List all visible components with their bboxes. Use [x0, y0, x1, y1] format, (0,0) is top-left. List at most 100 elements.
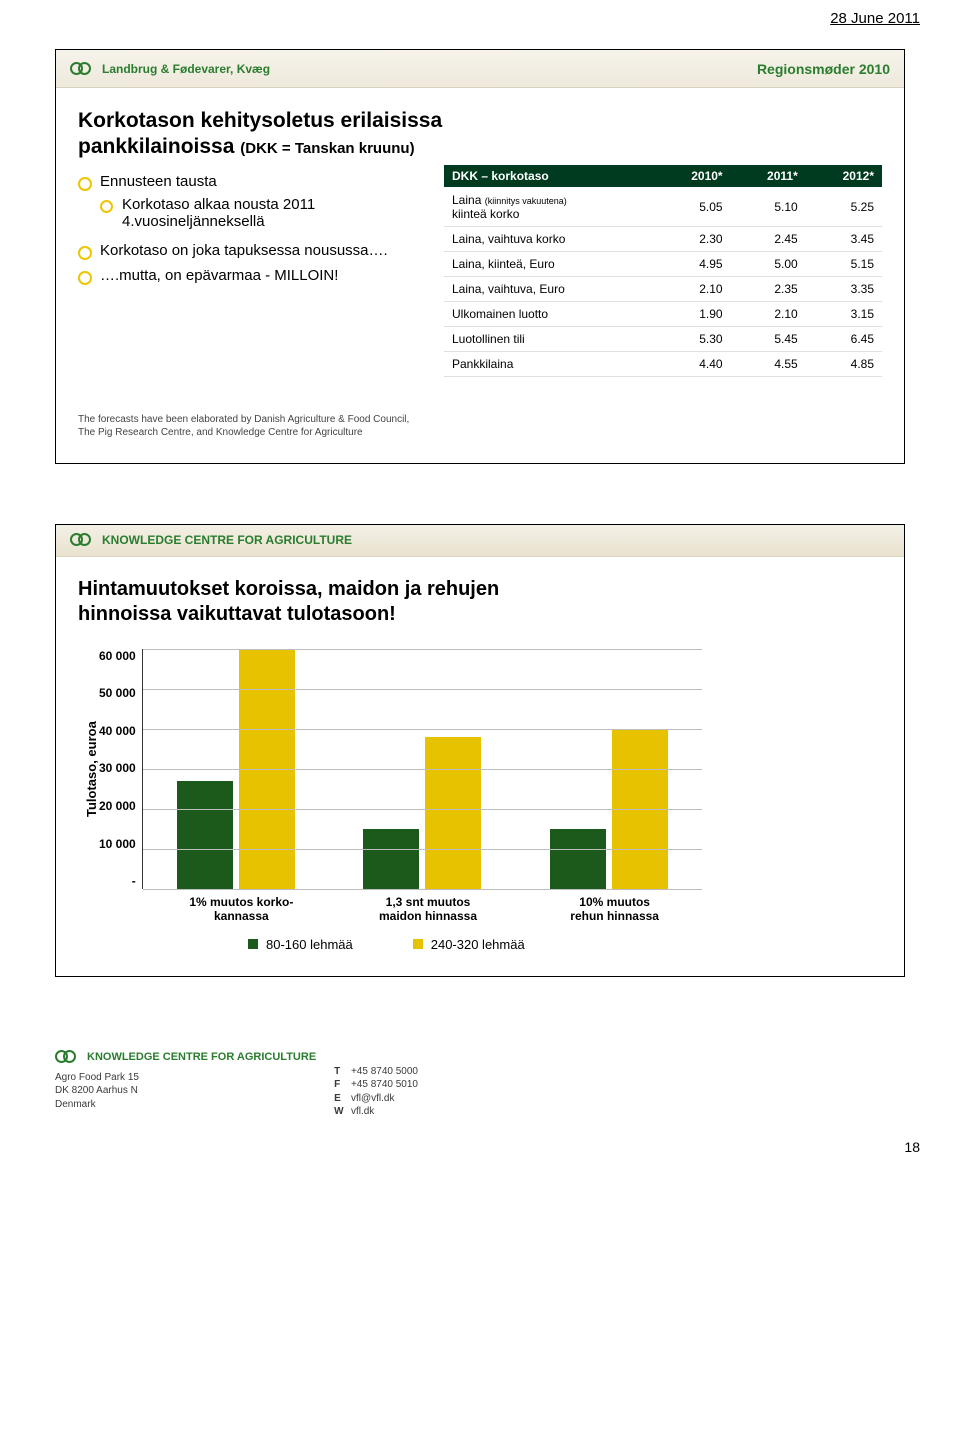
table-row: Laina, vaihtuva korko2.302.453.45: [444, 226, 882, 251]
bar-group: [363, 737, 481, 889]
grid-line: [143, 849, 702, 850]
bar-series-b: [425, 737, 481, 889]
row-label: Luotollinen tili: [444, 326, 654, 351]
brand-right-text: Regionsmøder 2010: [757, 61, 890, 77]
table-row: Ulkomainen luotto1.902.103.15: [444, 301, 882, 326]
grid-line: [143, 769, 702, 770]
table-row: Pankkilaina4.404.554.85: [444, 351, 882, 376]
y-tick: 30 000: [99, 761, 136, 775]
footer-brand: KNOWLEDGE CENTRE FOR AGRICULTURE Agro Fo…: [55, 1047, 316, 1112]
row-value: 4.95: [654, 251, 730, 276]
footer-addr-2: DK 8200 Aarhus N: [55, 1084, 316, 1098]
row-value: 2.30: [654, 226, 730, 251]
y-tick: 60 000: [99, 649, 136, 663]
page-date-header: 28 June 2011: [0, 0, 960, 31]
row-label: Ulkomainen luotto: [444, 301, 654, 326]
y-tick: 50 000: [99, 686, 136, 700]
y-tick: 10 000: [99, 837, 136, 851]
th-label: DKK – korkotaso: [444, 165, 654, 188]
page-footer: KNOWLEDGE CENTRE FOR AGRICULTURE Agro Fo…: [0, 1037, 960, 1133]
table-row: Luotollinen tili5.305.456.45: [444, 326, 882, 351]
slide2-title-l1: Hintamuutokset koroissa, maidon ja rehuj…: [78, 578, 499, 600]
x-label: 10% muutosrehun hinnassa: [540, 895, 690, 923]
row-label: Pankkilaina: [444, 351, 654, 376]
brand-left-text: Landbrug & Fødevarer, Kvæg: [102, 62, 270, 76]
y-tick: 40 000: [99, 724, 136, 738]
row-value: 2.35: [731, 276, 806, 301]
table-column: DKK – korkotaso 2010* 2011* 2012* Laina …: [444, 165, 882, 377]
row-value: 5.10: [731, 187, 806, 226]
table-header-row: DKK – korkotaso 2010* 2011* 2012*: [444, 165, 882, 188]
legend-swatch-a-icon: [248, 939, 258, 949]
slide1-top-band: Landbrug & Fødevarer, Kvæg Regionsmøder …: [56, 50, 904, 88]
th-2012: 2012*: [806, 165, 882, 188]
title-line1: Korkotason kehitysoletus erilaisissa: [78, 109, 442, 132]
row-value: 2.10: [731, 301, 806, 326]
brand-rings-icon: [70, 530, 94, 550]
y-axis-label: Tulotaso, euroa: [78, 649, 99, 889]
slide2-title-l2: hinnoissa vaikuttavat tulotasoon!: [78, 603, 396, 625]
row-value: 2.45: [731, 226, 806, 251]
slide1-footnote: The forecasts have been elaborated by Da…: [78, 413, 882, 439]
footer-fax: +45 8740 5010: [351, 1079, 418, 1090]
legend-item-b: 240-320 lehmää: [413, 937, 525, 952]
row-value: 4.40: [654, 351, 730, 376]
row-value: 5.25: [806, 187, 882, 226]
row-value: 2.10: [654, 276, 730, 301]
row-label: Laina (kiinnitys vakuutena)kiinteä korko: [444, 187, 654, 226]
page-number: 18: [0, 1133, 960, 1173]
th-2011: 2011*: [731, 165, 806, 188]
row-value: 3.45: [806, 226, 882, 251]
slide2-top-band: KNOWLEDGE CENTRE FOR AGRICULTURE: [56, 525, 904, 557]
x-axis-labels: 1% muutos korko-kannassa 1,3 snt muutosma…: [148, 895, 708, 923]
chart-area: Tulotaso, euroa 60 000 50 000 40 000 30 000…: [78, 649, 882, 889]
slide-2: KNOWLEDGE CENTRE FOR AGRICULTURE Hintamu…: [55, 524, 905, 977]
grid-line: [143, 729, 702, 730]
row-label: Laina, vaihtuva, Euro: [444, 276, 654, 301]
y-tick: 20 000: [99, 799, 136, 813]
legend-label-b: 240-320 lehmää: [431, 937, 525, 952]
bullet-1-text: Ennusteen tausta: [100, 173, 217, 190]
grid-line: [143, 649, 702, 650]
bullet-1: Ennusteen tausta Korkotaso alkaa nousta …: [78, 173, 418, 230]
row-value: 5.45: [731, 326, 806, 351]
row-value: 4.85: [806, 351, 882, 376]
footer-contact: T +45 8740 5000 F +45 8740 5010 E vfl@vf…: [334, 1065, 418, 1119]
rate-table: DKK – korkotaso 2010* 2011* 2012* Laina …: [444, 165, 882, 377]
row-value: 5.30: [654, 326, 730, 351]
row-value: 5.05: [654, 187, 730, 226]
row-value: 1.90: [654, 301, 730, 326]
footer-web: vfl.dk: [351, 1106, 374, 1117]
x-label: 1,3 snt muutosmaidon hinnassa: [353, 895, 503, 923]
bar-series-a: [363, 829, 419, 889]
brand-rings-icon: [70, 59, 94, 79]
slide2-brand-wrap: KNOWLEDGE CENTRE FOR AGRICULTURE: [70, 530, 352, 550]
row-value: 3.15: [806, 301, 882, 326]
row-value: 6.45: [806, 326, 882, 351]
footer-tel: +45 8740 5000: [351, 1066, 418, 1077]
brand-rings-icon: [55, 1047, 79, 1067]
th-2010: 2010*: [654, 165, 730, 188]
row-label: Laina, kiinteä, Euro: [444, 251, 654, 276]
slide2-title: Hintamuutokset koroissa, maidon ja rehuj…: [78, 577, 882, 627]
x-label: 1% muutos korko-kannassa: [166, 895, 316, 923]
footer-addr-3: Denmark: [55, 1098, 316, 1112]
y-tick: -: [99, 874, 136, 888]
bullets-column: Ennusteen tausta Korkotaso alkaa nousta …: [78, 165, 418, 377]
title-line2a: pankkilainoissa: [78, 135, 234, 158]
row-label: Laina, vaihtuva korko: [444, 226, 654, 251]
y-axis-ticks: 60 000 50 000 40 000 30 000 20 000 10 000 -: [99, 649, 142, 889]
bar-series-a: [550, 829, 606, 889]
legend-swatch-b-icon: [413, 939, 423, 949]
footnote-l2: The Pig Research Centre, and Knowledge C…: [78, 427, 363, 438]
row-value: 3.35: [806, 276, 882, 301]
footer-addr-1: Agro Food Park 15: [55, 1071, 316, 1085]
title-line2b: (DKK = Tanskan kruunu): [240, 140, 414, 157]
row-value: 4.55: [731, 351, 806, 376]
chart-legend: 80-160 lehmää 240-320 lehmää: [248, 937, 882, 952]
footer-brand-text: KNOWLEDGE CENTRE FOR AGRICULTURE: [87, 1051, 316, 1063]
slide1-title: Korkotason kehitysoletus erilaisissa pan…: [78, 108, 882, 161]
table-row: Laina, kiinteä, Euro4.955.005.15: [444, 251, 882, 276]
row-value: 5.00: [731, 251, 806, 276]
row-value: 5.15: [806, 251, 882, 276]
